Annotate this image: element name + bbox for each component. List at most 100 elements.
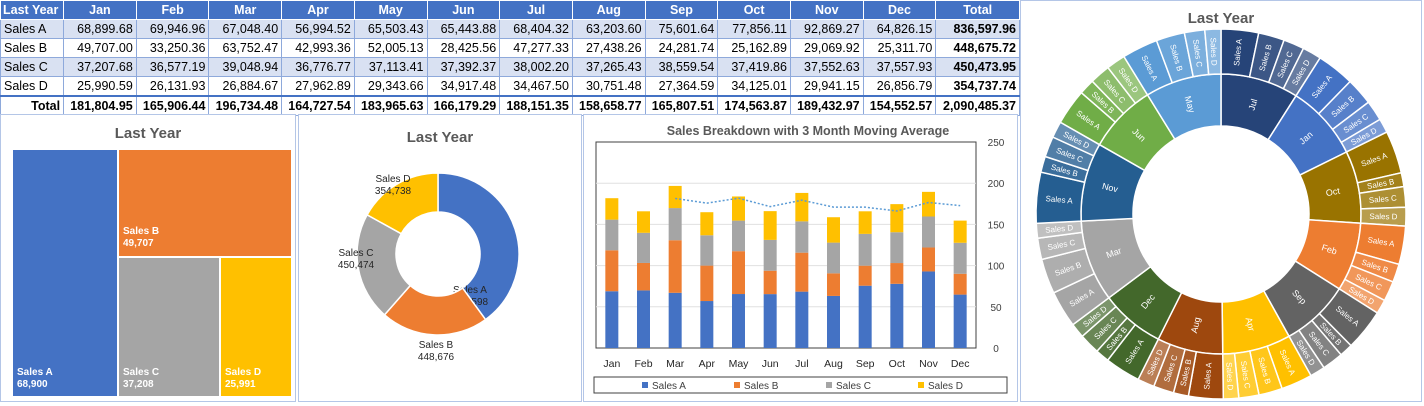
treemap-tile-value: 68,900 (17, 379, 48, 390)
table-cell: 37,557.93 (862, 57, 937, 77)
column-header: Oct (717, 0, 791, 20)
table-row: Sales A 68,899.68 69,946.96 67,048.40 56,994… (0, 19, 1020, 39)
bar-segment (827, 295, 840, 348)
bar-segment (605, 250, 619, 292)
table-cell: 49,707.00 (63, 38, 137, 58)
bar-chart-panel: Sales Breakdown with 3 Month Moving Aver… (583, 114, 1018, 402)
total-cell: 158,658.77 (571, 95, 646, 116)
grand-total: 2,090,485.37 (935, 95, 1020, 116)
bar-segment (890, 204, 904, 233)
table-cell: 34,467.50 (499, 76, 573, 97)
donut-title: Last Year (407, 129, 474, 146)
total-cell: 165,906.44 (135, 95, 210, 116)
bar-segment (795, 291, 809, 348)
x-tick-label: Dec (951, 358, 970, 370)
table-cell: 56,994.52 (281, 19, 355, 39)
bar-segment (858, 285, 872, 348)
column-header: Mar (208, 0, 283, 20)
treemap-tile-name: Sales D (225, 367, 262, 378)
x-tick-label: Feb (634, 358, 652, 370)
bar-segment (637, 262, 650, 291)
column-header: Total (935, 0, 1020, 20)
legend-swatch (918, 382, 924, 388)
treemap-tile-value: 37,208 (123, 379, 154, 390)
donut-slice-sales-d (366, 172, 439, 235)
x-tick-label: May (729, 358, 750, 370)
bar-segment (668, 292, 682, 348)
treemap-tile-sales-d: Sales D 25,991 (220, 257, 292, 397)
bar-segment (827, 242, 840, 274)
table-cell: 47,277.33 (499, 38, 573, 58)
total-row: Total 181,804.95 165,906.44 196,734.48 164,7… (0, 95, 1020, 116)
y-tick-label: 150 (988, 220, 1005, 231)
bar-segment (890, 283, 904, 348)
table-cell: 34,125.01 (717, 76, 791, 97)
sales-table: Last Year Jan Feb Mar Apr May Jun Jul Aug Sep Oct N… (0, 0, 1020, 116)
table-cell: 26,884.67 (208, 76, 283, 97)
bar-segment (827, 217, 840, 243)
table-cell: 25,162.89 (717, 38, 791, 58)
table-cell: 37,265.43 (571, 57, 646, 77)
x-tick-label: Oct (889, 358, 905, 370)
table-cell: 65,503.43 (353, 19, 428, 39)
bar-segment (890, 263, 904, 284)
x-tick-label: Sep (856, 358, 875, 370)
row-total: 354,737.74 (935, 76, 1020, 97)
sunburst-series-label: Sales D (1369, 212, 1397, 221)
row-label: Sales D (0, 76, 65, 97)
table-cell: 36,577.19 (135, 57, 210, 77)
treemap-title: Last Year (114, 125, 182, 142)
sunburst-series-label: Sales A (1202, 361, 1213, 389)
donut-label: Sales A (453, 285, 487, 296)
table-cell: 26,131.93 (135, 76, 210, 97)
sunburst-series-label: Sales D (1208, 37, 1218, 66)
sunburst-series-label: Sales A (1232, 38, 1244, 67)
stacked-bar-chart: Sales Breakdown with 3 Month Moving Aver… (593, 124, 1008, 394)
table-cell: 26,856.79 (862, 76, 937, 97)
sunburst-month-label: Apr (1244, 316, 1257, 332)
total-cell: 166,179.29 (426, 95, 501, 116)
legend-label: Sales C (836, 381, 871, 392)
total-cell: 188,151.35 (499, 95, 573, 116)
sunburst-series-label: Sales C (1191, 39, 1204, 68)
sunburst-series-label: Sales D (1045, 223, 1074, 235)
donut-value: 448,676 (418, 352, 455, 363)
legend-swatch (734, 382, 740, 388)
table-cell: 27,962.89 (281, 76, 355, 97)
table-row: Sales B 49,707.00 33,250.36 63,752.47 42,993… (0, 38, 1020, 58)
y-tick-label: 0 (993, 344, 999, 355)
column-header: Dec (862, 0, 937, 20)
table-cell: 25,990.59 (63, 76, 137, 97)
treemap-tile-value: 25,991 (225, 379, 256, 390)
bar-segment (732, 220, 745, 252)
table-cell: 37,392.37 (426, 57, 501, 77)
row-total: 836,597.96 (935, 19, 1020, 39)
y-tick-label: 50 (990, 303, 1002, 314)
bar-chart-title: Sales Breakdown with 3 Month Moving Aver… (667, 124, 950, 138)
y-tick-label: 200 (988, 179, 1005, 190)
moving-average-line (675, 197, 961, 212)
column-header: Jul (499, 0, 573, 20)
x-tick-label: Nov (919, 358, 938, 370)
table-cell: 64,826.15 (862, 19, 937, 39)
table-cell: 38,002.20 (499, 57, 573, 77)
sunburst-series-label: Sales A (1045, 194, 1073, 205)
table-cell: 30,751.48 (571, 76, 646, 97)
treemap-tile-sales-c: Sales C 37,208 (118, 257, 220, 397)
row-label: Sales C (0, 57, 65, 77)
donut-label: Sales D (375, 174, 410, 185)
bar-segment (922, 271, 935, 348)
treemap-tile-sales-a: Sales A 68,900 (12, 149, 118, 397)
treemap-panel: Last Year Sales A 68,900 Sales B 49,707 Sa… (0, 114, 296, 402)
bar-segment (953, 294, 967, 348)
row-label: Sales A (0, 19, 65, 39)
column-header: Jan (63, 0, 137, 20)
bar-segment (700, 265, 714, 302)
row-total: 448,675.72 (935, 38, 1020, 58)
table-cell: 29,069.92 (789, 38, 864, 58)
table-cell: 37,207.68 (63, 57, 137, 77)
treemap-tile-sales-b: Sales B 49,707 (118, 149, 292, 257)
donut-value: 354,738 (375, 186, 412, 197)
table-corner-header: Last Year (0, 0, 65, 20)
